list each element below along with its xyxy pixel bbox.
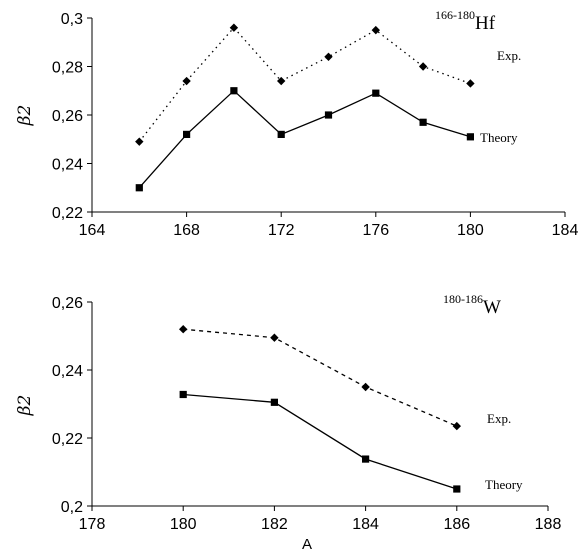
theory-point-square [466,133,474,141]
x-tick-label: 168 [173,222,200,239]
nucleus-element: Hf [475,13,496,34]
y-tick-label: 0,3 [61,11,83,28]
theory-point-square [135,184,143,192]
theory-point-square [270,398,278,406]
exp-point-diamond [371,25,380,35]
x-tick-label: 176 [362,222,389,239]
x-tick-label: 180 [457,222,484,239]
x-tick-label: 180 [170,516,197,533]
theory-point-square [362,455,370,463]
x-tick-label: 172 [268,222,295,239]
series-line-dotted [138,26,471,143]
exp-point-diamond [361,382,370,392]
chart-1: 0,22 0,24 0,26 0,28 0,3 164 168 172 176 180 184 β2 1… [15,8,578,239]
y-tick-label: 0,28 [52,60,83,77]
y-tick-label: 0,24 [52,363,83,380]
theory-point-square [179,390,187,399]
nucleus-mass-range: 180-186 [443,292,483,306]
x-tick-label: 188 [535,516,562,533]
exp-point-diamond [452,421,461,431]
y-axis-label: β2 [15,105,35,127]
y-tick-label: 0,22 [52,205,83,222]
x-tick-label: 178 [79,516,106,533]
x-tick-label: 184 [352,516,379,533]
y-tick-label: 0,26 [52,108,83,125]
exp-point-diamond [466,79,475,88]
theory-point-square [419,118,427,126]
x-tick-label: 186 [443,516,470,533]
exp-point-diamond [418,62,428,71]
series-line-solid [183,393,458,490]
theory-point-square [230,87,238,95]
nucleus-mass-range: 166-180 [435,8,475,22]
exp-point-diamond [229,23,239,32]
x-tick-label: 184 [552,222,579,239]
theory-point-square [453,485,461,493]
series-label: Theory [485,477,523,492]
series-line-dashed [183,328,458,427]
exp-point-diamond [182,76,191,86]
theory-point-square [372,89,380,97]
y-tick-label: 0,24 [52,157,83,174]
theory-point-square [277,130,285,138]
x-axis-label: A [302,536,312,553]
y-tick-label: 0,2 [61,499,83,516]
series-label: Exp. [497,48,521,63]
exp-point-diamond [179,325,188,334]
exp-point-diamond [324,52,333,61]
series-label: Theory [480,130,518,145]
y-tick-label: 0,26 [52,295,83,312]
nucleus-element: W [483,297,501,318]
y-tick-label: 0,22 [52,431,83,448]
exp-point-diamond [277,76,286,86]
series-label: Exp. [487,411,511,426]
y-axis-label: β2 [15,395,35,417]
x-tick-label: 182 [261,516,288,533]
theory-point-square [183,130,191,138]
exp-point-diamond [135,137,144,146]
nucleus-annotation: 166-180Hf [435,8,496,34]
series-line-solid [138,89,471,189]
theory-point-square [324,111,333,119]
x-tick-label: 164 [79,222,106,239]
nucleus-annotation: 180-186W [443,292,501,318]
chart-2: 0,2 0,22 0,24 0,26 178 180 182 184 186 188 β2 A 180-… [15,292,561,553]
exp-point-diamond [270,333,279,342]
